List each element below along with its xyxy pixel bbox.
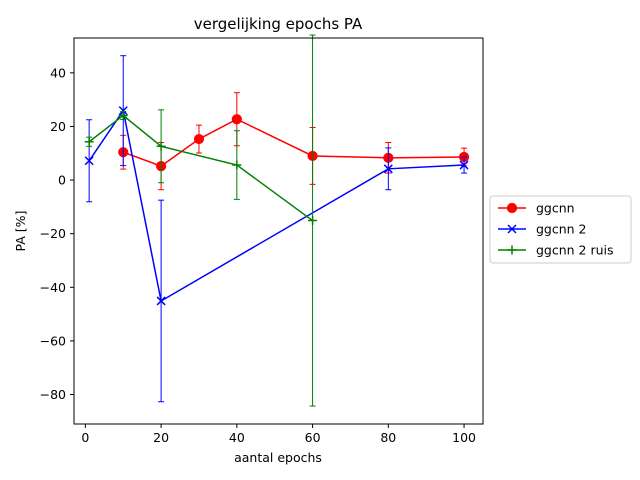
data-point (84, 137, 94, 147)
plot-frame (73, 37, 484, 425)
legend-item: ggcnn 2 (498, 222, 587, 237)
legend-marker (507, 245, 517, 255)
x-tick-label: 100 (452, 430, 476, 445)
data-point (193, 133, 205, 145)
data-point (383, 164, 393, 174)
legend-label: ggcnn 2 (536, 222, 587, 237)
series-3 (84, 34, 318, 407)
data-point (232, 160, 242, 170)
legend-item: ggcnn 2 ruis (498, 243, 614, 258)
x-tick-label: 20 (153, 430, 169, 445)
y-tick-label: 20 (50, 119, 66, 134)
legend-marker (507, 224, 517, 234)
data-point (308, 216, 318, 226)
legend-label: ggcnn (536, 201, 575, 216)
data-point (156, 141, 166, 151)
legend-marker (506, 202, 518, 214)
series-2 (84, 55, 469, 403)
legend: ggcnn ggcnn 2 ggcnn 2 ruis (489, 195, 632, 264)
data-point (231, 114, 242, 125)
x-tick-label: 80 (380, 430, 396, 445)
data-point (156, 296, 166, 306)
y-tick-label: −60 (40, 333, 66, 348)
chart-title: vergelijking epochs PA (194, 15, 363, 33)
x-tick-label: 0 (81, 430, 89, 445)
legend-label: ggcnn 2 ruis (536, 243, 614, 258)
y-tick-label: −20 (40, 226, 66, 241)
plot-area (84, 34, 470, 407)
x-tick-label: 40 (229, 430, 245, 445)
legend-item: ggcnn (498, 201, 575, 216)
data-point (118, 110, 128, 120)
data-point (459, 160, 469, 170)
y-tick-label: 40 (50, 65, 66, 80)
y-tick-label: 0 (58, 173, 66, 188)
x-axis-label: aantal epochs (234, 450, 322, 465)
data-point (118, 106, 128, 116)
axes: 0 20 40 60 80 100 −80 −60 −40 −20 0 20 40 (40, 65, 476, 445)
data-point (84, 156, 94, 166)
y-axis-label: PA [%] (13, 211, 28, 252)
legend-box (489, 195, 632, 264)
y-tick-label: −40 (40, 280, 66, 295)
x-tick-label: 60 (305, 430, 321, 445)
y-tick-label: −80 (40, 387, 66, 402)
